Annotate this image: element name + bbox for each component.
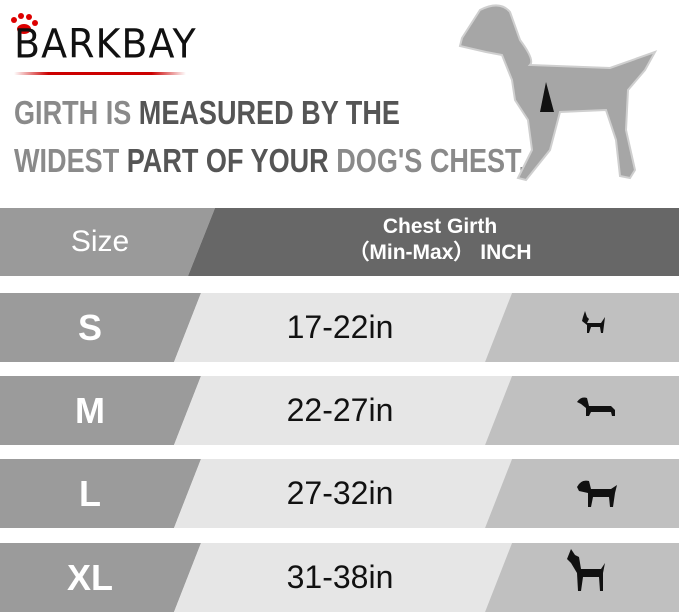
logo-underline — [14, 72, 186, 75]
row-size-label: L — [79, 473, 101, 514]
brand-logo: BARKBAY — [14, 20, 197, 68]
headline-line-2: WIDEST PART OF YOUR DOG'S CHEST. — [14, 142, 526, 180]
labrador-icon — [577, 480, 617, 507]
header-size: Size — [70, 225, 130, 258]
header-girth-unit: （Min-Max） INCH — [348, 241, 532, 264]
headline-text: MEASURED BY THE — [138, 94, 400, 131]
row-bg — [0, 543, 679, 612]
row-bg — [0, 376, 679, 445]
header-girth-title: Chest Girth — [382, 215, 498, 238]
headline-text: WIDEST — [14, 142, 127, 179]
row-bg — [0, 293, 679, 362]
row-girth-value: 22-27in — [286, 392, 394, 428]
row-girth-value: 17-22in — [286, 309, 394, 345]
row-size-label: M — [75, 390, 105, 431]
row-girth-value: 27-32in — [286, 475, 394, 511]
dachshund-icon — [577, 397, 615, 416]
row-size-label: S — [77, 307, 102, 348]
headline-text: DOG'S CHEST. — [336, 142, 527, 179]
headline-text: GIRTH IS — [14, 94, 139, 131]
table-header-bg — [0, 208, 679, 276]
row-bg — [0, 459, 679, 528]
headline-text: PART OF YOUR — [126, 142, 337, 179]
row-girth-value: 31-38in — [286, 559, 394, 595]
chihuahua-icon — [582, 311, 605, 333]
row-size-label: XL — [66, 557, 113, 598]
measuring-dog-illustration — [458, 4, 658, 182]
header-chest-girth: Chest Girth （Min-Max） INCH — [240, 214, 640, 266]
measure-marker-icon — [540, 82, 554, 112]
headline-line-1: GIRTH IS MEASURED BY THE — [14, 94, 400, 132]
great-dane-icon — [567, 549, 605, 591]
paw-icon — [11, 13, 38, 34]
